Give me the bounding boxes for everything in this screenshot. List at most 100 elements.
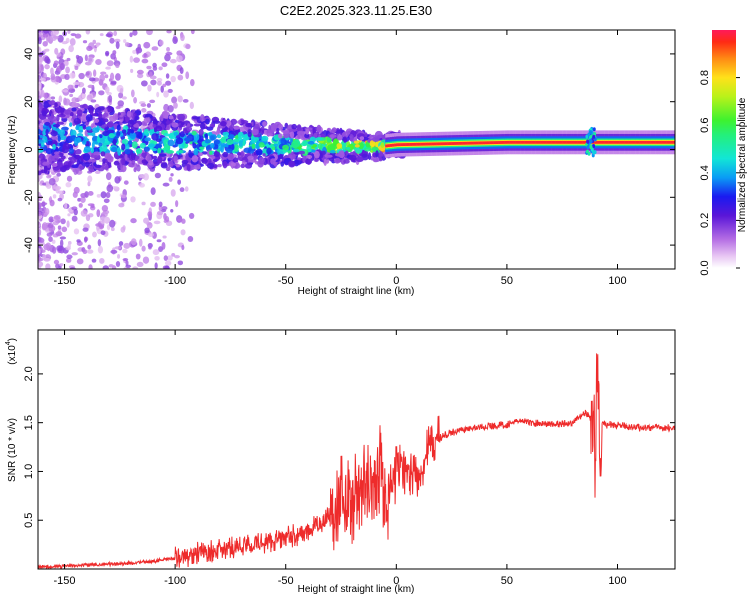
spectrogram-cell xyxy=(38,37,42,45)
spectrogram-cell xyxy=(87,191,94,196)
spectrogram-cell xyxy=(48,236,53,242)
spectrogram-cell xyxy=(100,71,107,75)
spectrogram-cell xyxy=(116,130,120,139)
spectrogram-band-cell xyxy=(460,141,463,145)
snr-series-line xyxy=(38,353,675,569)
spectrogram-cell xyxy=(589,145,593,150)
spectrogram-cell xyxy=(119,122,123,126)
spectrogram-cell xyxy=(213,120,221,124)
spectrogram-cell xyxy=(336,142,343,149)
spectrogram-cell xyxy=(45,148,53,155)
spectrogram-cell xyxy=(197,152,204,157)
spectrogram-cell xyxy=(91,258,97,263)
spectrogram-cell xyxy=(122,248,128,254)
spectrogram-cell xyxy=(82,153,91,161)
spectrogram-cell xyxy=(141,152,147,158)
spectrogram-cell xyxy=(80,196,86,204)
spectrogram-cell xyxy=(63,97,67,106)
spectrogram-cell xyxy=(38,164,41,173)
spectrogram-cell xyxy=(40,77,46,82)
spectrogram-band-cell xyxy=(411,142,415,146)
spectrogram-cell xyxy=(59,134,67,141)
spectrogram-cell xyxy=(260,126,265,131)
spectrogram-cell xyxy=(74,33,82,39)
spectrogram-cell xyxy=(45,242,52,250)
spectrogram-cell xyxy=(213,151,220,158)
spectrogram-cell xyxy=(78,72,85,80)
spectrogram-cell xyxy=(73,208,78,216)
spectrogram-cell xyxy=(118,241,124,246)
spectrogram-band-cell xyxy=(385,144,388,148)
spectrogram-band-cell xyxy=(568,140,572,144)
spectrogram-band-cell xyxy=(451,142,455,145)
spectrogram-cell xyxy=(143,173,149,181)
spectrogram-band-cell xyxy=(478,141,481,145)
spectrogram-cell xyxy=(156,239,162,243)
spectrogram-cell xyxy=(258,142,265,148)
spectrogram-cell xyxy=(147,84,152,92)
spectrogram-cell xyxy=(149,75,157,80)
spectrogram-cell xyxy=(176,55,183,63)
snr-panel: -150 -100 -50 0 50 100 0.5 1.0 1.5 2.0 Height of… xyxy=(5,329,676,595)
spectrogram-band-cell xyxy=(420,142,424,146)
spectrogram-cell xyxy=(173,131,179,136)
spectrogram-cell xyxy=(148,246,152,250)
spectrogram-cell xyxy=(73,138,79,146)
spectrogram-cell xyxy=(291,123,297,130)
spectrogram-y-tick-label: -20 xyxy=(23,189,35,205)
spectrogram-cell xyxy=(57,161,64,168)
snr-exponent-base: (x104) xyxy=(5,338,18,365)
spectrogram-band-cell xyxy=(464,141,468,145)
spectrogram-cell xyxy=(198,128,204,136)
spectrogram-cell xyxy=(125,264,132,268)
spectrogram-band-cell xyxy=(493,141,497,145)
spectrogram-cell xyxy=(73,228,80,235)
spectrogram-band-cell xyxy=(511,140,514,144)
spectrogram-cell xyxy=(136,164,141,172)
spectrogram-cell xyxy=(201,157,208,164)
spectrogram-cell xyxy=(87,84,94,89)
spectrogram-cell xyxy=(85,30,91,35)
snr-y-tick-label: 1.5 xyxy=(23,415,35,430)
spectrogram-cell xyxy=(143,117,150,124)
spectrogram-cell xyxy=(60,107,64,116)
spectrogram-cell xyxy=(154,125,163,132)
spectrogram-cell xyxy=(50,67,54,76)
spectrogram-cell xyxy=(237,131,244,139)
spectrogram-cell xyxy=(178,154,183,158)
spectrogram-cell xyxy=(592,127,596,132)
spectrogram-cell xyxy=(228,134,235,140)
spectrogram-cell xyxy=(346,146,351,151)
spectrogram-cell xyxy=(64,202,68,210)
spectrogram-cell xyxy=(66,57,71,62)
spectrogram-cell xyxy=(158,66,163,71)
spectrogram-band-cell xyxy=(571,140,574,144)
spectrogram-cell xyxy=(586,139,590,144)
spectrogram-cell xyxy=(92,231,97,238)
spectrogram-cell xyxy=(56,245,64,252)
spectrogram-band-cell xyxy=(657,140,660,144)
spectrogram-cell xyxy=(148,160,154,166)
spectrogram-cell xyxy=(45,129,49,136)
spectrogram-cell xyxy=(119,87,124,94)
snr-y-ticks: 0.5 1.0 1.5 2.0 xyxy=(23,366,675,528)
spectrogram-cell xyxy=(55,231,63,237)
spectrogram-x-tick-label: 50 xyxy=(501,275,513,287)
spectrogram-cell xyxy=(38,257,44,262)
spectrogram-cell xyxy=(71,252,78,256)
spectrogram-cell xyxy=(78,94,83,102)
spectrogram-cell xyxy=(126,110,132,118)
spectrogram-band-cell xyxy=(427,142,430,146)
spectrogram-cell xyxy=(163,133,170,137)
spectrogram-band-cell xyxy=(389,144,393,147)
spectrogram-band-cell xyxy=(482,141,485,145)
spectrogram-cell xyxy=(49,199,55,207)
spectrogram-band-cell xyxy=(593,140,596,144)
spectrogram-band-cell xyxy=(442,142,446,146)
spectrogram-cell xyxy=(38,75,42,80)
spectrogram-cell xyxy=(177,260,184,266)
spectrogram-cell xyxy=(96,225,100,231)
spectrogram-cell xyxy=(233,138,240,142)
spectrogram-cell xyxy=(216,134,222,139)
spectrogram-band-cell xyxy=(624,140,627,144)
